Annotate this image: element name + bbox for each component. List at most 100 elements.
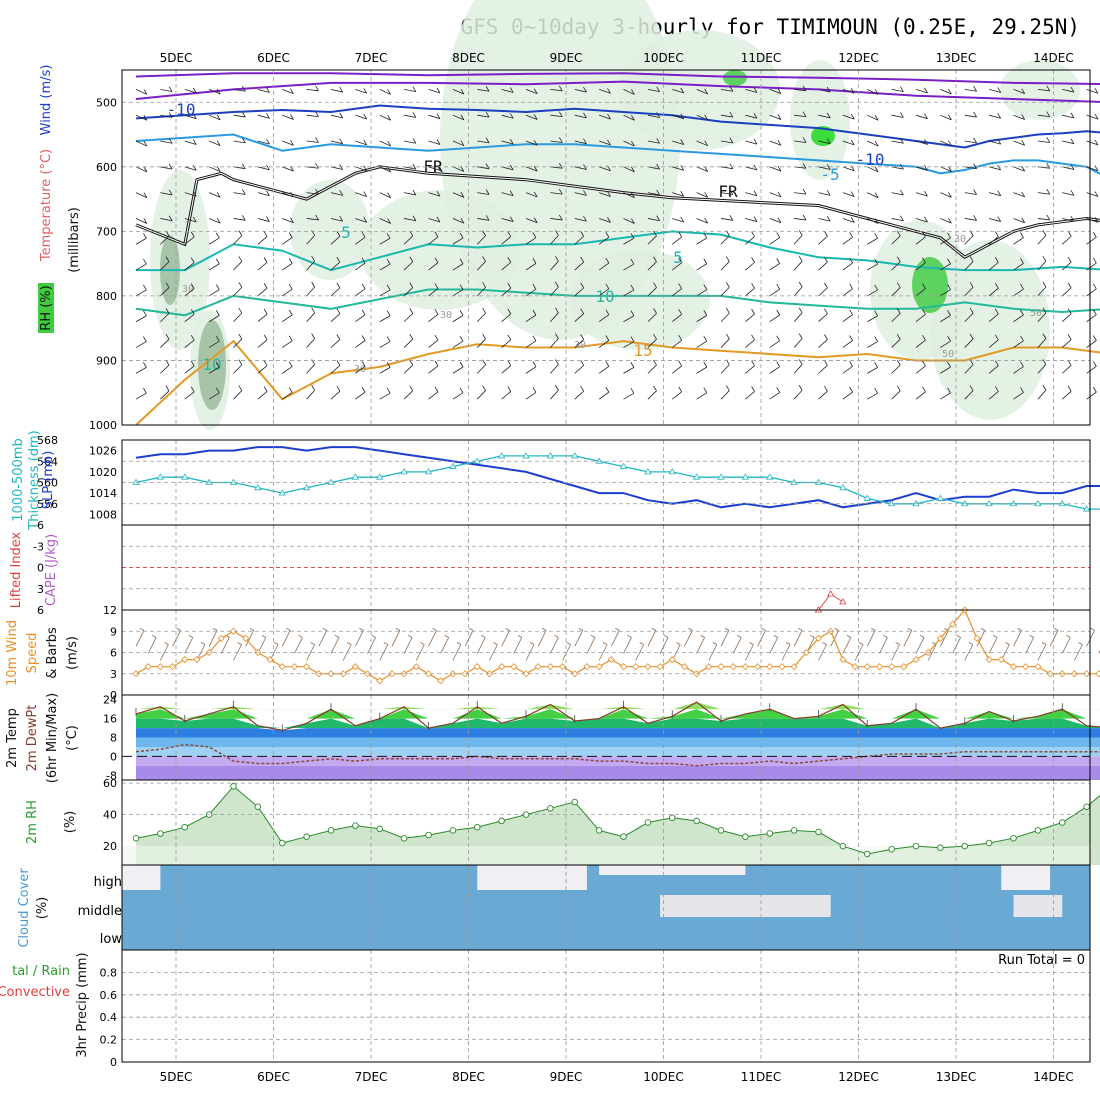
wind10-barb xyxy=(574,630,584,647)
wind-barb xyxy=(135,166,148,173)
wind-barb xyxy=(824,308,828,314)
wind-speed-point xyxy=(619,663,628,671)
wind-barb xyxy=(1042,333,1047,339)
wind-barb xyxy=(363,139,368,146)
tick-label: 800 xyxy=(96,290,117,303)
wind-barb xyxy=(631,166,635,173)
wind-barb xyxy=(824,282,828,289)
wind-barb xyxy=(550,364,559,374)
wind-barb xyxy=(940,114,952,121)
wind-barb xyxy=(1086,288,1097,297)
wind-barb xyxy=(745,192,758,197)
tick-label: 0 xyxy=(110,689,117,702)
wind-barb xyxy=(330,339,341,348)
wind10-barb xyxy=(188,635,193,638)
wind-barb xyxy=(940,392,951,400)
wind-barb xyxy=(288,283,293,290)
rh-shade xyxy=(912,257,948,313)
wind-barb xyxy=(459,284,464,290)
wind-barb xyxy=(1070,190,1075,196)
wind10-barb xyxy=(956,635,961,638)
wind-barb xyxy=(988,287,999,297)
wind-speed-point xyxy=(546,663,554,671)
wind-barb xyxy=(459,310,464,316)
cloud-level-label: low xyxy=(100,932,123,947)
wind10-barb xyxy=(1025,637,1035,654)
thickness-point xyxy=(327,478,335,485)
wind-barb xyxy=(703,232,708,239)
wind-barb xyxy=(190,360,195,367)
wind10-barb xyxy=(383,642,388,645)
wind-barb xyxy=(623,315,635,323)
wind-barb xyxy=(725,282,730,288)
wind-speed-point xyxy=(303,663,311,671)
wind-barb xyxy=(725,256,730,262)
wind-barb xyxy=(233,218,246,221)
isotherm--10 xyxy=(135,104,1100,149)
wind-barb xyxy=(842,192,855,197)
wind-barb xyxy=(160,338,170,348)
wind-barb xyxy=(826,138,831,144)
wind-barb xyxy=(184,365,195,374)
wind10-barb xyxy=(415,644,425,661)
wind-barb xyxy=(208,366,220,374)
wind-barb xyxy=(558,111,563,117)
wind-barb xyxy=(192,113,197,119)
wind-barb xyxy=(973,215,977,221)
wind-speed-point xyxy=(973,634,981,642)
wind-barb xyxy=(725,307,730,314)
wind-barb xyxy=(703,387,708,394)
wind-barb xyxy=(647,287,657,297)
wind-barb xyxy=(647,390,657,400)
wind-barb xyxy=(802,214,807,221)
wind-barb xyxy=(257,166,270,171)
wind-barb xyxy=(900,112,904,118)
cloud-clear xyxy=(599,865,746,875)
wind-barb xyxy=(896,230,901,237)
wind-barb xyxy=(900,215,904,221)
wind-barb xyxy=(306,192,319,195)
wind-barb xyxy=(379,114,391,121)
wind-barb xyxy=(387,89,391,95)
wind-barb xyxy=(630,258,635,265)
wind-barb xyxy=(555,281,559,288)
wind-barb xyxy=(459,335,464,342)
wind-barb xyxy=(315,111,319,117)
wind-speed-point xyxy=(656,663,664,671)
wind10-barb xyxy=(452,644,462,661)
tick-label: 500 xyxy=(96,96,117,109)
wind-barb xyxy=(623,192,635,199)
wind-barb xyxy=(509,138,514,145)
wind-barb xyxy=(311,281,315,288)
wind-barb xyxy=(336,308,341,314)
rh-label: 50 xyxy=(942,349,954,360)
wind10-barb xyxy=(761,627,766,631)
wind10-barb xyxy=(866,630,876,647)
wind10-label-4: (m/s) xyxy=(65,636,80,670)
isotherm-cold xyxy=(135,72,1100,86)
wind-barb xyxy=(336,231,341,237)
wind-barb xyxy=(1062,88,1075,93)
wind-barb xyxy=(428,236,439,245)
wind-speed-point xyxy=(156,663,164,671)
wind-barb xyxy=(720,286,730,297)
wind-barb xyxy=(891,364,901,374)
wind-barb xyxy=(288,361,293,367)
wind-barb xyxy=(994,360,999,366)
wind-barb xyxy=(678,386,683,392)
tick-label: 0.6 xyxy=(100,989,118,1002)
wind-barb xyxy=(678,334,683,341)
wind-speed-point xyxy=(778,663,786,671)
wind-barb xyxy=(558,163,563,169)
wind-barb xyxy=(355,166,367,172)
rh-point xyxy=(644,819,652,826)
wind-barb xyxy=(501,88,514,93)
wind10-barb xyxy=(879,637,888,654)
wind-barb xyxy=(989,88,1001,93)
wind-barb xyxy=(720,218,733,221)
rh-point xyxy=(888,846,895,853)
wind-barb xyxy=(818,339,828,348)
wind-barb xyxy=(922,283,926,289)
wind-barb xyxy=(994,231,999,237)
wind-barb xyxy=(428,391,439,400)
